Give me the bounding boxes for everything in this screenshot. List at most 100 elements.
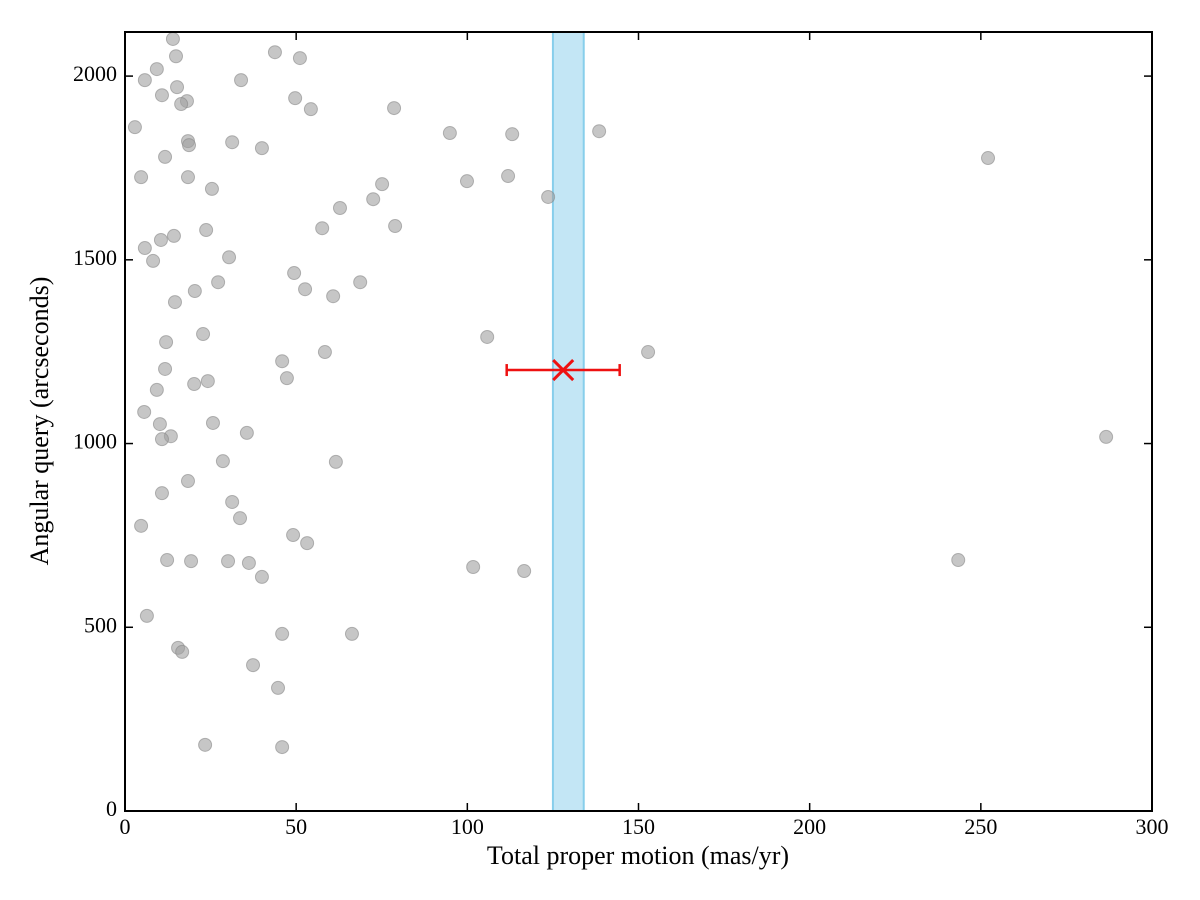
point [517, 564, 532, 579]
y-tick-label: 1000 [73, 429, 117, 454]
point [981, 151, 996, 166]
point [146, 253, 161, 268]
point [196, 327, 211, 342]
point [137, 73, 152, 88]
point [241, 555, 256, 570]
point [170, 80, 185, 95]
point [225, 494, 240, 509]
point [134, 170, 149, 185]
point [287, 266, 302, 281]
point [204, 181, 219, 196]
y-tick-label: 2000 [73, 61, 117, 86]
point [154, 88, 169, 103]
point [592, 124, 607, 139]
point [149, 382, 164, 397]
point [292, 51, 307, 66]
point [158, 149, 173, 164]
point [127, 120, 142, 135]
point [134, 518, 149, 533]
point [246, 658, 261, 673]
point [1099, 429, 1114, 444]
point [222, 250, 237, 265]
x-tick-label: 0 [120, 814, 131, 839]
point [315, 221, 330, 236]
point [326, 289, 341, 304]
point [375, 177, 390, 192]
point [641, 345, 656, 360]
point [388, 219, 403, 234]
point [951, 553, 966, 568]
point [501, 169, 516, 184]
point [137, 241, 152, 256]
point [233, 511, 248, 526]
point [154, 432, 169, 447]
point [165, 31, 180, 46]
y-tick-label: 1500 [73, 245, 117, 270]
x-tick-label: 200 [793, 814, 826, 839]
x-tick-label: 50 [285, 814, 307, 839]
point [200, 374, 215, 389]
point [298, 282, 313, 297]
point [279, 371, 294, 386]
point [275, 740, 290, 755]
point [187, 377, 202, 392]
point [180, 474, 195, 489]
point [275, 354, 290, 369]
point [225, 135, 240, 150]
point [254, 141, 269, 156]
point [387, 101, 402, 116]
x-tick-label: 300 [1136, 814, 1169, 839]
x-tick-label: 150 [622, 814, 655, 839]
point [328, 454, 343, 469]
point [332, 201, 347, 216]
point [152, 417, 167, 432]
point [459, 174, 474, 189]
point [300, 536, 315, 551]
point [505, 127, 520, 142]
point [466, 560, 481, 575]
point [199, 223, 214, 238]
point [169, 49, 184, 64]
point [159, 335, 174, 350]
point [286, 528, 301, 543]
point [344, 626, 359, 641]
point [288, 91, 303, 106]
point [139, 608, 154, 623]
point [271, 680, 286, 695]
point [353, 275, 368, 290]
band [551, 31, 585, 812]
point [167, 295, 182, 310]
point [366, 192, 381, 207]
point [211, 275, 226, 290]
y-axis-label: Angular query (arcseconds) [25, 277, 54, 566]
point [442, 126, 457, 141]
point [149, 62, 164, 77]
point [158, 361, 173, 376]
point [221, 554, 236, 569]
point [198, 737, 213, 752]
point [275, 626, 290, 641]
y-tick-label: 500 [84, 612, 117, 637]
x-tick-label: 250 [964, 814, 997, 839]
point [480, 329, 495, 344]
point [234, 73, 249, 88]
point [267, 45, 282, 60]
point [303, 102, 318, 117]
point [137, 404, 152, 419]
point [160, 553, 175, 568]
point [180, 170, 195, 185]
point [187, 284, 202, 299]
point [541, 189, 556, 204]
point [254, 569, 269, 584]
point [154, 486, 169, 501]
point [174, 97, 189, 112]
point [175, 644, 190, 659]
point [205, 415, 220, 430]
point [215, 454, 230, 469]
highlight-marker [552, 358, 575, 382]
x-tick-label: 100 [451, 814, 484, 839]
point [239, 425, 254, 440]
point [182, 138, 197, 153]
